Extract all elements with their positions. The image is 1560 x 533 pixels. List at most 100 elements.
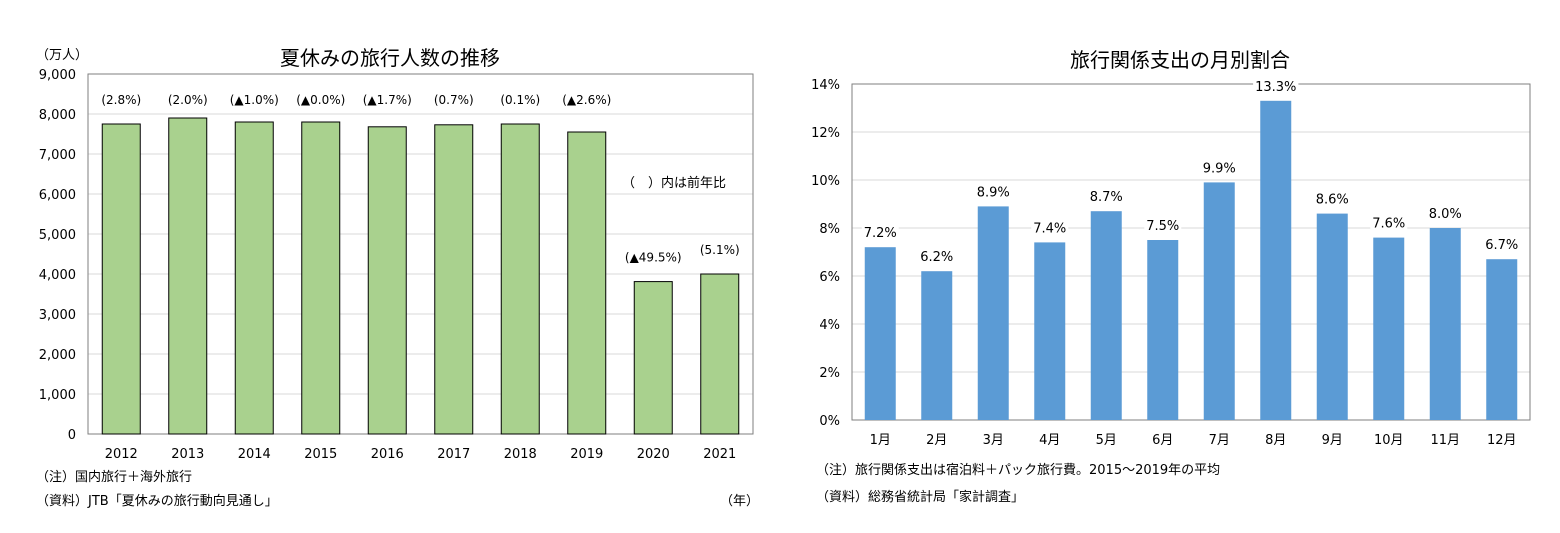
data-label: 7.2% <box>864 226 897 241</box>
y-tick-label: 2% <box>819 366 840 381</box>
bar <box>101 123 141 435</box>
y-tick-label: 1,000 <box>39 388 76 403</box>
data-label-background <box>1253 79 1299 95</box>
bar <box>1203 182 1235 420</box>
data-label: (0.1%) <box>500 93 540 107</box>
left-note-2: （資料）JTB「夏休みの旅行動向見通し」 <box>36 494 278 509</box>
x-tick-label: 11月 <box>1430 433 1460 448</box>
bar <box>921 271 953 420</box>
data-label: (5.1%) <box>700 243 740 257</box>
bar <box>864 247 896 420</box>
x-tick-label: 2月 <box>926 433 947 448</box>
y-tick-label: 7,000 <box>39 148 76 163</box>
x-tick-label: 9月 <box>1322 433 1343 448</box>
x-unit-label: （年） <box>720 494 760 509</box>
left-bar-chart: 0 1,000 2,000 3,000 4,000 5,000 6,000 7,000 8,00… <box>39 68 754 462</box>
data-label-background <box>1087 190 1125 206</box>
right-chart-panel: 旅行関係支出の月別割合 0% 2% 4% 6% 8% 10% 12% 14% 1月 7.2% 2月 6… <box>790 0 1560 533</box>
data-label: 7.4% <box>1033 221 1066 236</box>
x-tick-label: 2016 <box>371 447 404 462</box>
data-label: (▲1.0%) <box>230 93 279 107</box>
y-tick-label: 10% <box>811 174 840 189</box>
bar <box>1486 259 1518 420</box>
legend-note: （ ）内は前年比 <box>622 176 727 191</box>
bar <box>977 206 1009 420</box>
data-label: 7.6% <box>1372 217 1405 232</box>
x-tick-label: 1月 <box>870 433 891 448</box>
x-tick-label: 2012 <box>105 447 138 462</box>
bar <box>1034 242 1066 420</box>
x-tick-label: 3月 <box>983 433 1004 448</box>
left-chart-title: 夏休みの旅行人数の推移 <box>280 46 500 70</box>
x-tick-label: 2017 <box>437 447 470 462</box>
y-tick-label: 4% <box>819 318 840 333</box>
data-label: (0.7%) <box>434 93 474 107</box>
data-label: (▲0.0%) <box>296 93 345 107</box>
data-label: 13.3% <box>1255 80 1296 95</box>
data-label-background <box>1313 192 1351 208</box>
bar <box>234 121 274 435</box>
y-tick-label: 9,000 <box>39 68 76 83</box>
bar <box>301 121 341 435</box>
y-tick-label: 3,000 <box>39 308 76 323</box>
data-label: (2.8%) <box>101 93 141 107</box>
data-label: (▲1.7%) <box>363 93 412 107</box>
data-label-background <box>1200 161 1238 177</box>
plot-area-frame <box>87 73 754 435</box>
bar <box>1147 240 1179 420</box>
x-tick-label: 2019 <box>570 447 603 462</box>
plot-area-frame <box>851 83 1531 421</box>
right-note-1: （注）旅行関係支出は宿泊料＋パック旅行費。2015～2019年の平均 <box>816 463 1221 478</box>
x-tick-label: 7月 <box>1209 433 1230 448</box>
bar <box>367 126 407 435</box>
x-tick-label: 2014 <box>238 447 271 462</box>
data-label: (▲49.5%) <box>625 251 682 265</box>
right-chart-title: 旅行関係支出の月別割合 <box>1070 48 1290 72</box>
y-tick-label: 8% <box>819 222 840 237</box>
bar <box>1316 213 1348 420</box>
data-label-background <box>918 250 956 266</box>
x-tick-label: 5月 <box>1096 433 1117 448</box>
data-label-background <box>974 185 1012 201</box>
x-tick-label: 12月 <box>1487 433 1517 448</box>
x-tick-label: 2015 <box>304 447 337 462</box>
left-chart-panel: （万人） 夏休みの旅行人数の推移 0 1,000 2,000 3,000 4,000 5,… <box>0 0 770 533</box>
data-label: 7.5% <box>1146 219 1179 234</box>
x-tick-label: 2018 <box>504 447 537 462</box>
bar <box>1260 100 1292 421</box>
x-tick-label: 10月 <box>1374 433 1404 448</box>
y-tick-label: 14% <box>811 78 840 93</box>
bar <box>633 281 673 435</box>
y-tick-label: 2,000 <box>39 348 76 363</box>
data-label: 8.9% <box>977 185 1010 200</box>
bar <box>700 273 740 435</box>
y-tick-label: 8,000 <box>39 108 76 123</box>
data-label: 6.7% <box>1485 238 1518 253</box>
y-unit-label: （万人） <box>36 48 89 63</box>
data-label: 8.6% <box>1316 193 1349 208</box>
data-label-background <box>1370 216 1408 232</box>
x-tick-label: 2021 <box>703 447 736 462</box>
y-tick-label: 6,000 <box>39 188 76 203</box>
right-note-2: （資料）総務省統計局「家計調査」 <box>816 490 1025 505</box>
x-tick-label: 2020 <box>637 447 670 462</box>
data-label: 9.9% <box>1203 161 1236 176</box>
bar <box>500 123 540 435</box>
data-label-background <box>1483 238 1521 254</box>
data-label-background <box>1426 207 1464 222</box>
bar <box>1090 211 1122 420</box>
y-tick-label: 6% <box>819 270 840 285</box>
y-tick-label: 12% <box>811 126 840 141</box>
x-tick-label: 4月 <box>1039 433 1060 448</box>
data-label-background <box>861 226 899 242</box>
data-label-background <box>1144 219 1182 234</box>
y-tick-label: 0% <box>819 414 840 429</box>
left-note-1: （注）国内旅行＋海外旅行 <box>36 470 193 485</box>
right-bar-chart: 0% 2% 4% 6% 8% 10% 12% 14% 1月 7.2% 2月 6.2% 3月 8.9% 4月 7… <box>811 78 1531 448</box>
x-tick-label: 2013 <box>171 447 204 462</box>
bar <box>434 124 474 435</box>
data-label: 6.2% <box>920 250 953 265</box>
y-tick-label: 0 <box>68 428 76 443</box>
bar <box>1429 228 1461 420</box>
x-tick-label: 8月 <box>1265 433 1286 448</box>
